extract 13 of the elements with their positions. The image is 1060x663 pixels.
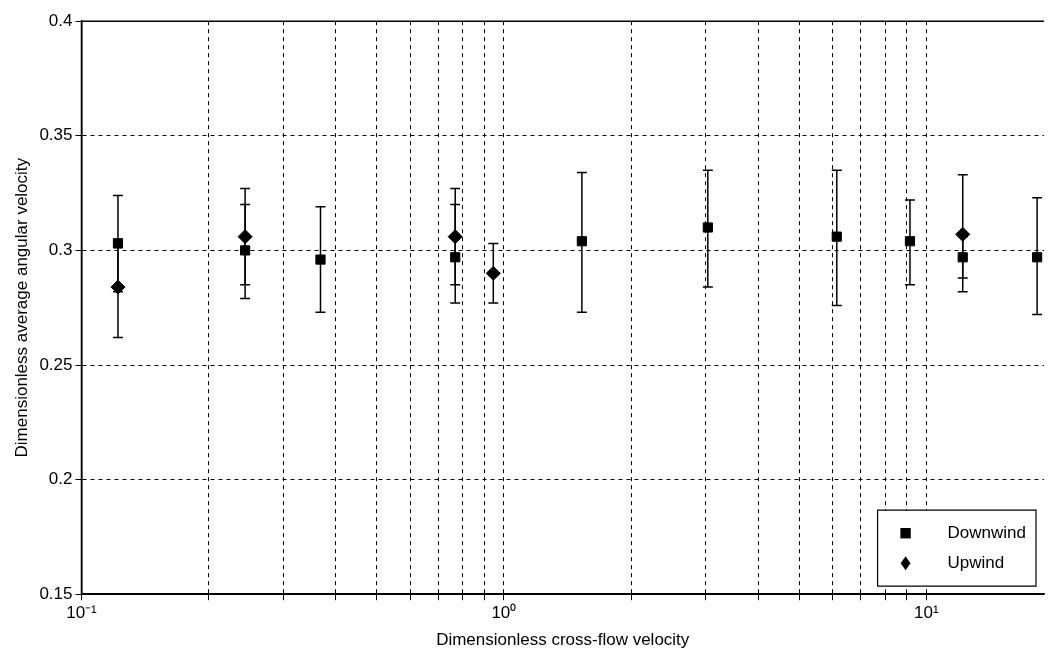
y-tick-label: 0.15 bbox=[39, 583, 73, 603]
y-tick-label: 0.2 bbox=[48, 469, 73, 489]
y-tick-label: 0.35 bbox=[39, 125, 73, 145]
y-tick-label: 0.25 bbox=[39, 354, 73, 374]
x-axis-title: Dimensionless cross-flow velocity bbox=[436, 630, 690, 650]
legend-label: Upwind bbox=[947, 552, 1005, 572]
x-tick-label: 10⁻¹ bbox=[66, 603, 98, 623]
x-tick-label: 10⁰ bbox=[491, 603, 517, 623]
y-tick-label: 0.4 bbox=[48, 10, 73, 30]
y-axis-title: Dimensionless average angular velocity bbox=[11, 157, 31, 458]
legend-label: Downwind bbox=[947, 522, 1027, 542]
y-tick-label: 0.3 bbox=[48, 240, 73, 260]
x-tick-label: 10¹ bbox=[913, 603, 939, 623]
